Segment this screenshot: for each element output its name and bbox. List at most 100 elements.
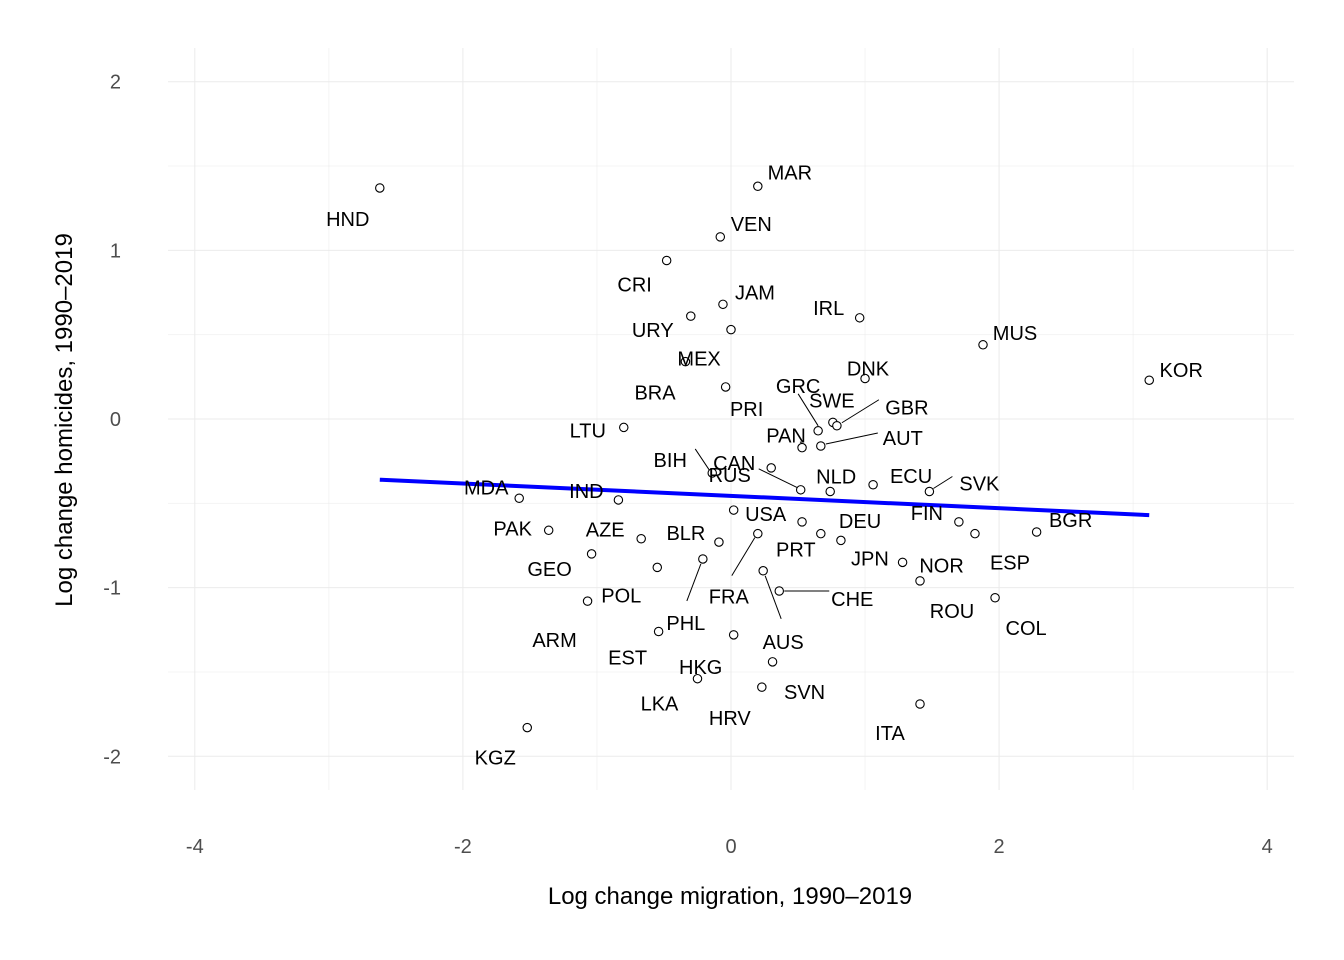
point-prt [816,528,826,539]
label-esp: ESP [990,553,1030,575]
leader-aut [825,432,878,445]
point-svn [767,657,778,667]
label-mus: MUS [993,323,1037,345]
label-geo: GEO [527,559,571,581]
label-arm: ARM [532,630,576,652]
label-bgr: BGR [1049,510,1092,532]
point-pan [797,442,807,453]
label-dnk: DNK [847,359,890,381]
tick-labels: -4 -2 0 2 4 -2 -1 0 1 2 [103,72,1273,858]
x-tick-label: 2 [994,836,1005,858]
point-pol [652,562,663,573]
point-ita [915,699,925,709]
label-phl: PHL [666,613,705,635]
leader-gbr [841,399,880,424]
label-leader-lines [686,393,953,619]
label-rou: ROU [930,601,974,623]
label-lka: LKA [641,694,679,716]
x-tick-label: 0 [725,836,736,858]
point-can [766,463,776,473]
point-rou [915,576,925,586]
point-gbr [832,420,842,431]
label-mar: MAR [768,162,812,184]
label-fin: FIN [911,503,943,525]
point-fin [954,517,964,527]
x-tick-label: -2 [454,836,472,858]
label-rus: RUS [709,465,751,487]
leader-rus [758,468,798,489]
label-swe: SWE [809,390,855,412]
point-usa [728,505,739,515]
label-col: COL [1006,618,1047,640]
label-che: CHE [831,589,873,611]
y-tick-label: 2 [110,72,121,94]
y-axis-title: Log change homicides, 1990–2019 [51,233,78,607]
label-prt: PRT [776,540,816,562]
leader-svk [933,476,953,489]
label-ltu: LTU [570,420,606,442]
label-bih: BIH [654,450,687,472]
point-labels: HND MAR VEN CRI JAM URY IRL MUS KOR MEX DNK BRA PRI G… [326,162,1203,769]
point-jam [718,299,728,310]
label-grc: GRC [776,376,820,398]
label-kgz: KGZ [475,748,516,770]
label-can: CAN [713,453,755,475]
label-jam: JAM [735,282,775,304]
label-ind: IND [569,481,603,503]
point-mda [514,493,524,504]
point-est [653,626,664,637]
label-ury: URY [632,320,674,342]
label-aut: AUT [883,428,923,450]
leader-bih [694,448,710,471]
label-usa: USA [745,504,787,526]
label-pak: PAK [493,518,532,540]
label-svn: SVN [784,682,825,704]
point-phl [698,554,708,564]
point-aus [758,566,768,576]
point-cri [661,255,672,266]
point-pak [543,525,554,536]
y-tick-label: 0 [110,409,121,431]
data-points [375,181,1154,733]
point-dnk [860,373,870,384]
regression-line [379,477,1150,518]
point-bgr [1031,527,1042,537]
point-deu [797,517,807,527]
leader-grc [797,393,819,427]
leader-fra [731,537,756,576]
point-fra [753,528,763,539]
point-hrv [757,682,767,692]
point-mar [753,181,763,192]
label-cri: CRI [617,274,651,296]
point-ury [686,311,696,321]
point-svk [924,486,935,497]
label-aus: AUS [763,632,804,654]
point-blr [714,537,724,547]
label-mex: MEX [677,349,720,371]
label-irl: IRL [813,298,844,320]
point-ltu [619,422,629,433]
label-pol: POL [601,585,641,607]
y-tick-label: 1 [110,240,121,262]
point-esp [970,528,980,539]
point-bih [707,468,717,478]
point-rus [795,485,806,495]
point-ind [613,495,624,505]
point-kgz [522,722,532,733]
label-nld: NLD [816,467,856,489]
label-deu: DEU [839,511,881,533]
point-aut [816,441,826,451]
leader-aus [764,575,782,619]
label-ita: ITA [875,723,905,745]
label-aze: AZE [586,520,625,542]
label-ecu: ECU [890,466,932,488]
point-nor [897,557,908,568]
fit-line-layer [379,477,1150,518]
label-svk: SVK [959,474,1000,496]
point-irl [854,313,865,323]
x-axis-title: Log change migration, 1990–2019 [548,883,912,910]
label-fra: FRA [709,587,750,609]
x-tick-label: 4 [1262,836,1273,858]
point-hnd [375,183,385,193]
label-kor: KOR [1160,360,1203,382]
